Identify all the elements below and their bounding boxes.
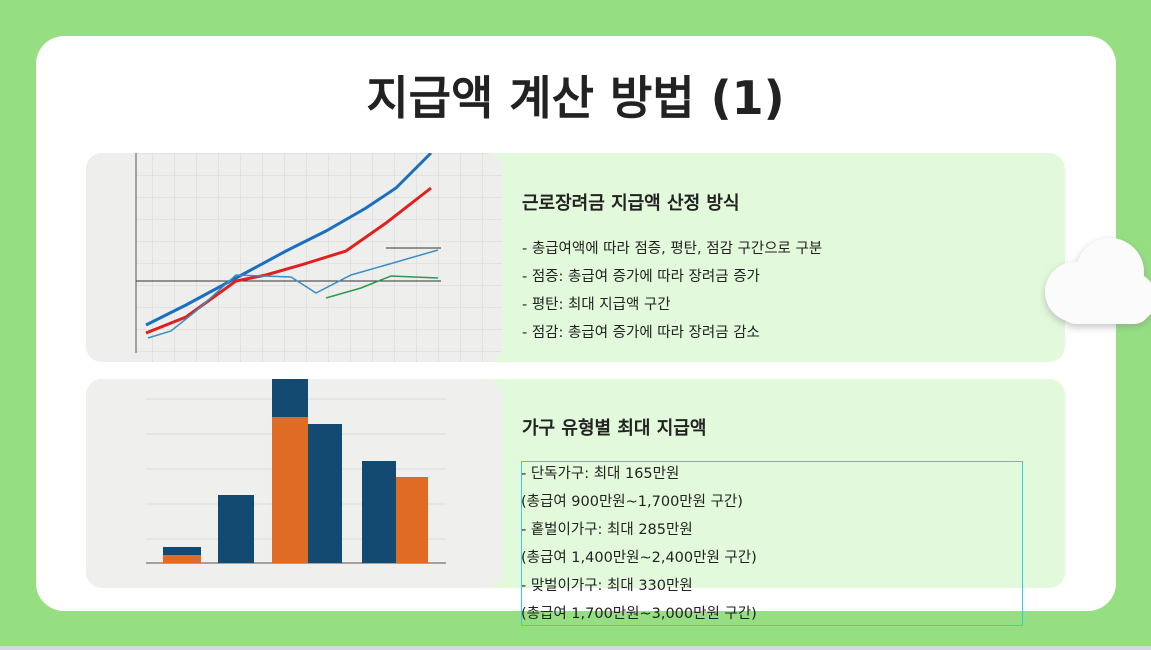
list-item: (총급여 1,700만원~3,000만원 구간) (521, 606, 757, 622)
line-chart-image (86, 153, 502, 362)
selection-box[interactable] (521, 461, 1023, 626)
card-heading: 근로장려금 지급액 산정 방식 (522, 193, 740, 214)
list-item: (총급여 1,400만원~2,400만원 구간) (521, 550, 757, 566)
list-item: - 단독가구: 최대 165만원 (521, 466, 680, 482)
bottom-strip (0, 646, 1151, 650)
list-item: - 점감: 총급여 증가에 따라 장려금 감소 (522, 325, 760, 341)
slide-title: 지급액 계산 방법 (1) (366, 71, 785, 125)
list-item: (총급여 900만원~1,700만원 구간) (521, 494, 743, 510)
list-item: - 총급여액에 따라 점증, 평탄, 점감 구간으로 구분 (522, 241, 823, 257)
list-item: - 맞벌이가구: 최대 330만원 (521, 578, 693, 594)
bar-chart-image (86, 379, 502, 588)
card: 가구 유형별 최대 지급액 - 단독가구: 최대 165만원 (총급여 900만… (86, 379, 1065, 622)
list-item: - 홑벌이가구: 최대 285만원 (521, 522, 693, 538)
card: 근로장려금 지급액 산정 방식 - 총급여액에 따라 점증, 평탄, 점감 구간… (86, 153, 1065, 362)
list-item: - 평탄: 최대 지급액 구간 (522, 297, 671, 313)
list-item: - 점증: 총급여 증가에 따라 장려금 증가 (522, 269, 760, 285)
card-heading: 가구 유형별 최대 지급액 (522, 418, 707, 439)
cloud-decoration (1045, 238, 1151, 324)
